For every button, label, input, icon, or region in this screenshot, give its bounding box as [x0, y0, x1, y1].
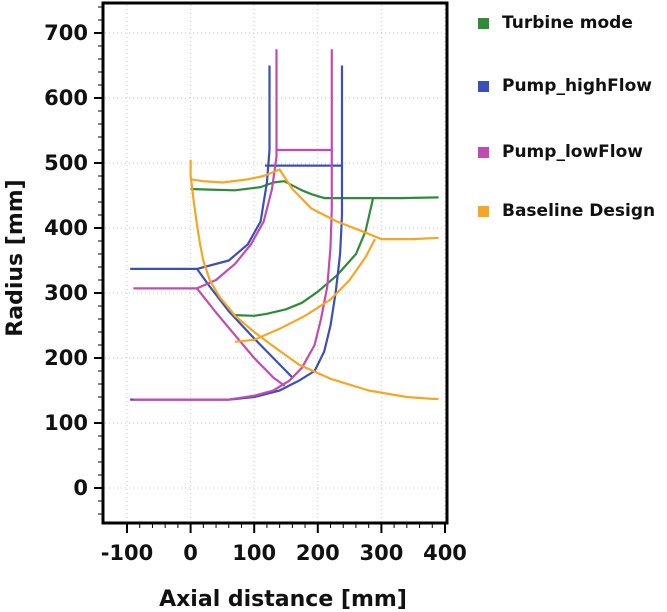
legend-swatch: [478, 81, 489, 92]
x-axis-title: Axial distance [mm]: [159, 587, 407, 612]
y-tick-label: 0: [73, 476, 88, 500]
series-line: [133, 49, 278, 290]
legend-label: Baseline Design: [502, 201, 655, 221]
y-tick-label: 500: [44, 151, 88, 175]
series-line: [130, 65, 344, 401]
series-line: [234, 238, 376, 343]
legend-label: Pump_highFlow: [502, 76, 652, 96]
axis-ticks: -100 0 100 200 300 400 0 100 200 300 400 500 600 700: [44, 6, 467, 565]
legend-label: Turbine mode: [502, 13, 633, 33]
legend: Turbine mode Pump_highFlow Pump_lowFlow Bas…: [478, 13, 655, 221]
legend-label: Pump_lowFlow: [502, 142, 643, 162]
y-tick-label: 700: [44, 21, 88, 45]
legend-swatch: [478, 18, 489, 29]
x-tick-label: 100: [232, 541, 276, 565]
series-lines: [130, 49, 439, 401]
y-tick-label: 100: [44, 411, 88, 435]
legend-swatch: [478, 147, 489, 158]
x-tick-label: 400: [423, 541, 467, 565]
series-line: [190, 168, 439, 241]
x-tick-label: 0: [183, 541, 198, 565]
x-tick-label: 300: [359, 541, 403, 565]
legend-swatch: [478, 206, 489, 217]
y-tick-label: 200: [44, 346, 88, 370]
series-line: [133, 49, 333, 401]
series-line: [235, 197, 375, 317]
x-tick-label: 200: [296, 541, 340, 565]
x-tick-label: -100: [101, 541, 154, 565]
y-tick-label: 300: [44, 281, 88, 305]
grid-lines: [105, 5, 446, 521]
y-tick-label: 400: [44, 216, 88, 240]
series-line: [196, 287, 286, 387]
series-line: [190, 180, 439, 200]
y-tick-label: 600: [44, 86, 88, 110]
plot-frame: [101, 1, 449, 525]
y-axis-title: Radius [mm]: [3, 179, 28, 336]
series-line: [189, 159, 439, 400]
